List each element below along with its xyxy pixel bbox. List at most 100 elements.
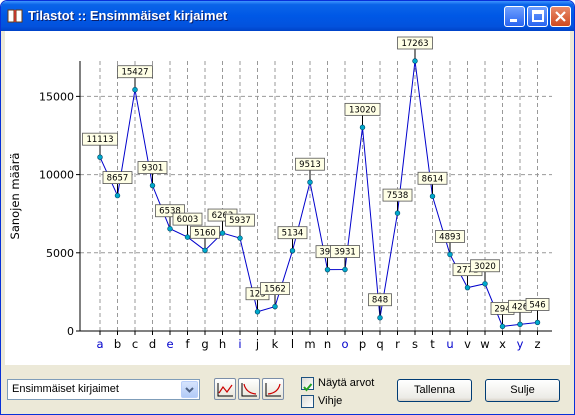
series-line bbox=[99, 60, 538, 327]
data-point bbox=[394, 210, 401, 216]
value-label: 11113 bbox=[86, 135, 113, 145]
statistics-type-value: Ensimmäiset kirjaimet bbox=[12, 383, 119, 395]
title-bar[interactable]: Tilastot :: Ensimmäiset kirjaimet bbox=[1, 1, 574, 31]
x-tick-label: n bbox=[324, 337, 331, 351]
hint-label: Vihje bbox=[318, 395, 343, 407]
x-tick-label: o bbox=[341, 337, 348, 351]
descending-curve-icon bbox=[241, 383, 257, 397]
y-tick-label: 5000 bbox=[46, 247, 74, 260]
data-point bbox=[167, 226, 173, 232]
value-label: 5160 bbox=[194, 228, 216, 238]
value-label-box bbox=[82, 132, 118, 146]
data-point bbox=[464, 284, 471, 291]
value-label-box bbox=[137, 161, 168, 174]
data-point bbox=[482, 281, 488, 287]
chevron-down-icon bbox=[185, 387, 194, 393]
x-tick-label: y bbox=[517, 337, 524, 351]
value-label-box bbox=[260, 282, 290, 295]
value-label: 9301 bbox=[142, 164, 164, 174]
save-button[interactable]: Tallenna bbox=[397, 379, 472, 402]
value-label-box bbox=[102, 171, 133, 185]
data-point bbox=[202, 247, 208, 253]
data-point bbox=[342, 266, 348, 273]
line-chart-button[interactable] bbox=[214, 378, 236, 400]
dropdown-button[interactable] bbox=[181, 381, 198, 398]
statistics-type-select[interactable]: Ensimmäiset kirjaimet bbox=[7, 379, 200, 400]
maximize-button[interactable] bbox=[527, 6, 548, 27]
x-tick-label: f bbox=[185, 337, 190, 351]
value-label: 3931 bbox=[334, 248, 356, 258]
value-label-box bbox=[382, 188, 413, 202]
value-label: 6263 bbox=[212, 211, 234, 221]
minimize-icon bbox=[510, 19, 517, 22]
value-label-box bbox=[397, 36, 433, 50]
value-label-box bbox=[172, 212, 203, 226]
value-label: 13020 bbox=[349, 105, 376, 115]
value-label-box bbox=[417, 171, 448, 185]
ascending-chart-button[interactable] bbox=[262, 378, 284, 400]
value-label: 294 bbox=[494, 304, 510, 314]
line-chart-icon bbox=[217, 383, 233, 397]
y-axis-title: Sanojen määrä bbox=[8, 153, 22, 240]
value-label: 15427 bbox=[121, 68, 148, 78]
value-label-box bbox=[368, 293, 392, 307]
descending-chart-button[interactable] bbox=[238, 378, 260, 400]
x-tick-label: m bbox=[304, 337, 315, 351]
value-label: 546 bbox=[529, 300, 545, 310]
value-label: 6003 bbox=[177, 215, 199, 225]
minimize-button[interactable] bbox=[504, 6, 525, 27]
data-point bbox=[307, 179, 313, 185]
x-tick-label: s bbox=[412, 337, 418, 351]
data-point bbox=[272, 303, 278, 310]
value-label: 8614 bbox=[422, 174, 444, 184]
data-point bbox=[149, 182, 156, 189]
data-point bbox=[429, 193, 436, 199]
x-tick-label: a bbox=[96, 337, 103, 351]
value-label-box bbox=[295, 157, 325, 171]
x-tick-label: e bbox=[166, 337, 173, 351]
data-point bbox=[132, 87, 138, 93]
value-label: 6538 bbox=[159, 207, 181, 217]
value-label: 426 bbox=[512, 302, 528, 312]
x-tick-label: v bbox=[464, 337, 471, 351]
value-label-box bbox=[525, 298, 550, 311]
close-window-button[interactable] bbox=[550, 6, 571, 27]
x-tick-label: b bbox=[114, 337, 121, 351]
data-point bbox=[324, 266, 331, 273]
value-label: 5937 bbox=[229, 216, 251, 226]
hint-checkbox[interactable] bbox=[301, 395, 314, 408]
x-tick-label: c bbox=[132, 337, 138, 351]
data-point bbox=[359, 124, 366, 131]
data-point bbox=[114, 192, 121, 199]
data-point bbox=[412, 58, 418, 64]
show-values-checkbox[interactable] bbox=[301, 377, 314, 392]
value-label: 8657 bbox=[107, 174, 129, 184]
value-label: 2771 bbox=[457, 266, 479, 276]
maximize-icon bbox=[532, 10, 544, 22]
x-tick-label: i bbox=[238, 337, 241, 351]
x-tick-label: l bbox=[291, 337, 294, 351]
value-label: 7538 bbox=[387, 191, 409, 201]
x-tick-label: d bbox=[149, 337, 156, 351]
x-tick-label: z bbox=[534, 337, 540, 351]
value-label: 9513 bbox=[299, 160, 321, 170]
window-title: Tilastot :: Ensimmäiset kirjaimet bbox=[28, 8, 228, 23]
x-tick-label: k bbox=[272, 337, 279, 351]
y-tick-label: 10000 bbox=[39, 169, 74, 182]
x-tick-label: u bbox=[446, 337, 453, 351]
book-icon bbox=[7, 9, 23, 23]
data-point bbox=[447, 251, 453, 258]
value-label: 1562 bbox=[264, 285, 286, 295]
x-tick-label: x bbox=[499, 337, 506, 351]
value-label-box bbox=[190, 225, 220, 239]
show-values-label: Näytä arvot bbox=[318, 377, 375, 389]
data-point bbox=[534, 319, 541, 326]
close-button[interactable]: Sulje bbox=[485, 379, 560, 402]
value-label: 123 bbox=[249, 290, 265, 300]
x-tick-label: j bbox=[255, 337, 259, 351]
data-point bbox=[97, 154, 103, 160]
x-tick-label: g bbox=[201, 337, 208, 351]
x-tick-label: r bbox=[395, 337, 400, 351]
y-tick-label: 0 bbox=[67, 325, 74, 338]
